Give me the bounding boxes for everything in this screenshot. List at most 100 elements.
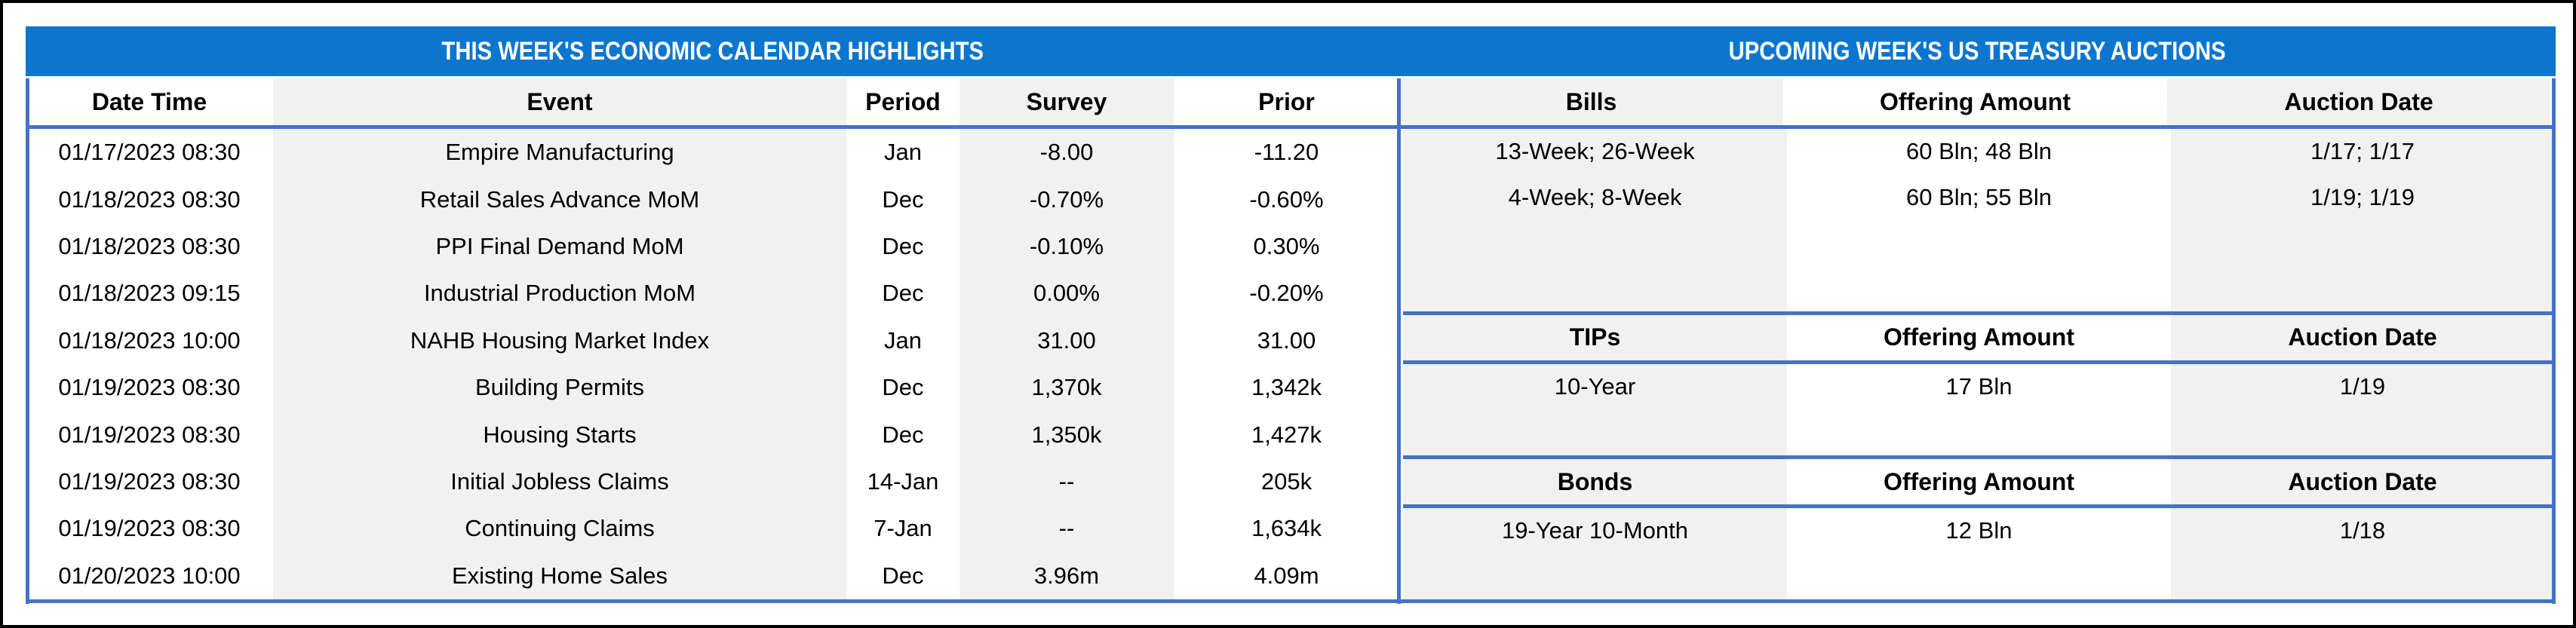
table-row: 01/19/2023 08:30 Initial Jobless Claims … [26, 458, 1399, 506]
table-row: 01/17/2023 08:30 Empire Manufacturing Ja… [26, 129, 1399, 176]
cell-empty [1787, 409, 2171, 455]
col-header-tips: TIPs [1403, 314, 1787, 361]
cell-period: Dec [846, 176, 959, 223]
cell-tips-security: 10-Year [1403, 364, 1787, 410]
col-header-auction-date: Auction Date [2171, 314, 2554, 361]
cell-survey: -8.00 [959, 129, 1174, 176]
table-row: 01/18/2023 08:30 PPI Final Demand MoM De… [26, 222, 1399, 271]
cell-prior: 205k [1174, 458, 1399, 506]
cell-survey: 31.00 [959, 317, 1174, 365]
cell-period: Dec [846, 411, 959, 458]
cell-date: 01/20/2023 10:00 [26, 552, 273, 600]
cell-survey: -0.10% [959, 222, 1174, 271]
table-row: 01/19/2023 08:30 Housing Starts Dec 1,35… [26, 411, 1399, 458]
cell-period: Dec [846, 222, 959, 271]
cell-prior: 1,342k [1174, 364, 1399, 412]
cell-empty [2171, 553, 2554, 600]
cell-prior: 1,634k [1174, 505, 1399, 553]
cell-empty [1403, 553, 1787, 600]
cell-prior: -0.60% [1174, 176, 1399, 223]
cell-event: PPI Final Demand MoM [273, 222, 846, 271]
cell-survey: -0.70% [959, 176, 1174, 223]
col-header-offering-amount: Offering Amount [1787, 458, 2171, 505]
cell-prior: 1,427k [1174, 411, 1399, 458]
cell-tips-amount: 17 Bln [1787, 364, 2171, 410]
bonds-section-header: Bonds Offering Amount Auction Date [1403, 455, 2556, 509]
cell-date: 01/19/2023 08:30 [26, 505, 273, 553]
cell-date: 01/17/2023 08:30 [26, 129, 273, 176]
cell-date: 01/18/2023 09:15 [26, 270, 273, 317]
cell-bills-date: 1/19; 1/19 [2171, 174, 2554, 220]
cell-bills-amount: 60 Bln; 55 Bln [1787, 174, 2171, 220]
cell-empty [1787, 553, 2171, 600]
calendar-title-area: THIS WEEK'S ECONOMIC CALENDAR HIGHLIGHTS [26, 26, 1399, 76]
table-row: 01/18/2023 10:00 NAHB Housing Market Ind… [26, 317, 1399, 365]
cell-event: NAHB Housing Market Index [273, 317, 846, 365]
col-header-offering-amount: Offering Amount [1783, 78, 2167, 125]
right-rule [2552, 78, 2556, 604]
table-row: 10-Year 17 Bln 1/19 [1403, 364, 2556, 410]
cell-date: 01/18/2023 08:30 [26, 176, 273, 223]
cell-bonds-amount: 12 Bln [1787, 508, 2171, 554]
cell-empty [1787, 265, 2171, 311]
auctions-title: UPCOMING WEEK'S US TREASURY AUCTIONS [1729, 36, 2226, 66]
auctions-title-area: UPCOMING WEEK'S US TREASURY AUCTIONS [1399, 26, 2556, 76]
col-header-period: Period [846, 78, 959, 125]
cell-period: Jan [846, 317, 959, 365]
cell-event: Retail Sales Advance MoM [273, 176, 846, 223]
table-row: 01/19/2023 08:30 Continuing Claims 7-Jan… [26, 505, 1399, 553]
cell-period: 7-Jan [846, 505, 959, 553]
col-header-event: Event [273, 78, 846, 125]
cell-event: Initial Jobless Claims [273, 458, 846, 506]
cell-empty [1787, 219, 2171, 266]
cell-period: Dec [846, 552, 959, 600]
table-row-empty [1403, 219, 2556, 266]
cell-bonds-security: 19-Year 10-Month [1403, 508, 1787, 554]
cell-empty [1403, 219, 1787, 266]
table-row-empty [1403, 265, 2556, 311]
table-row: 01/20/2023 10:00 Existing Home Sales Dec… [26, 552, 1399, 600]
calendar-title: THIS WEEK'S ECONOMIC CALENDAR HIGHLIGHTS [441, 36, 984, 66]
col-header-offering-amount: Offering Amount [1787, 314, 2171, 361]
cell-survey: 1,370k [959, 364, 1174, 412]
tips-section-header: TIPs Offering Amount Auction Date [1403, 311, 2556, 365]
cell-empty [1403, 265, 1787, 311]
cell-prior: 4.09m [1174, 552, 1399, 600]
cell-survey: 1,350k [959, 411, 1174, 458]
center-rule [1397, 78, 1401, 604]
report-sheet: THIS WEEK'S ECONOMIC CALENDAR HIGHLIGHTS… [26, 26, 2556, 604]
cell-prior: -11.20 [1174, 129, 1399, 176]
header-underline [26, 125, 2556, 129]
cell-prior: 31.00 [1174, 317, 1399, 365]
col-header-survey: Survey [959, 78, 1174, 125]
cell-event: Existing Home Sales [273, 552, 846, 600]
table-row-empty [1403, 553, 2556, 600]
table-row: 13-Week; 26-Week 60 Bln; 48 Bln 1/17; 1/… [1403, 129, 2556, 175]
treasury-auctions-table: 13-Week; 26-Week 60 Bln; 48 Bln 1/17; 1/… [1399, 129, 2556, 600]
table-row: 4-Week; 8-Week 60 Bln; 55 Bln 1/19; 1/19 [1403, 174, 2556, 220]
cell-event: Continuing Claims [273, 505, 846, 553]
cell-prior: -0.20% [1174, 270, 1399, 317]
band-gap [26, 76, 2556, 78]
tables-body: 01/17/2023 08:30 Empire Manufacturing Ja… [26, 129, 2556, 600]
cell-period: 14-Jan [846, 458, 959, 506]
cell-period: Jan [846, 129, 959, 176]
cell-survey: -- [959, 505, 1174, 553]
cell-tips-date: 1/19 [2171, 364, 2554, 410]
cell-period: Dec [846, 364, 959, 412]
cell-bills-security: 13-Week; 26-Week [1403, 129, 1787, 175]
table-row: 01/19/2023 08:30 Building Permits Dec 1,… [26, 364, 1399, 412]
cell-prior: 0.30% [1174, 222, 1399, 271]
cell-survey: 0.00% [959, 270, 1174, 317]
table-row-empty [1403, 409, 2556, 455]
cell-empty [1403, 409, 1787, 455]
cell-event: Empire Manufacturing [273, 129, 846, 176]
header-row: Date Time Event Period Survey Prior Bill… [26, 78, 2556, 125]
table-row: 19-Year 10-Month 12 Bln 1/18 [1403, 508, 2556, 554]
table-row: 01/18/2023 09:15 Industrial Production M… [26, 270, 1399, 317]
col-header-prior: Prior [1174, 78, 1399, 125]
cell-empty [2171, 219, 2554, 266]
cell-event: Building Permits [273, 364, 846, 412]
cell-empty [2171, 409, 2554, 455]
